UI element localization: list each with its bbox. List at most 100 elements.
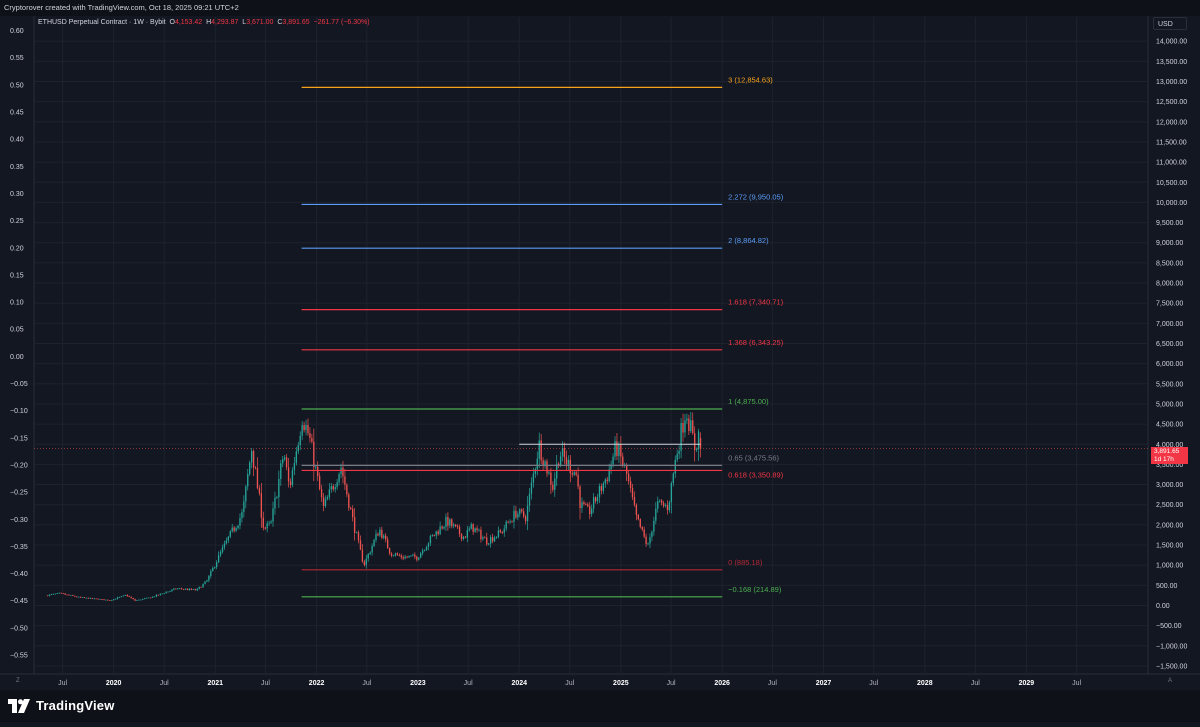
candle-body	[540, 440, 542, 461]
left-corner-label: Z	[16, 678, 20, 684]
candle-body	[655, 508, 657, 521]
candle-body	[659, 500, 661, 502]
candle-body	[85, 597, 88, 599]
candle-body	[142, 598, 144, 600]
candle-body	[48, 594, 51, 596]
candle-body	[592, 497, 595, 509]
candle-body	[524, 516, 527, 522]
candle-body	[410, 555, 412, 557]
candle-body	[682, 422, 684, 433]
candle-body	[285, 457, 288, 468]
candle-body	[147, 597, 150, 599]
candle-body	[338, 473, 340, 483]
candle-body	[556, 463, 558, 479]
fib-level-label: 1 (4,875.00)	[728, 397, 769, 406]
candle-body	[309, 433, 311, 439]
candle-body	[569, 459, 571, 474]
candle-body	[581, 502, 583, 509]
left-axis-tick-label: 0.45	[10, 110, 24, 117]
candle-body	[120, 596, 123, 597]
left-axis-tick-label: −0.15	[10, 435, 28, 442]
candle-body	[315, 466, 317, 468]
candle-body	[208, 575, 210, 581]
candle-body	[54, 593, 57, 595]
left-axis-strip[interactable]	[0, 16, 34, 676]
price-axis-tick-label: 11,500.00	[1156, 139, 1187, 146]
auto-scale-right-button[interactable]: A	[1168, 678, 1172, 684]
candle-body	[146, 597, 148, 599]
candle-body	[517, 514, 519, 518]
candle-body	[386, 539, 389, 549]
candle-body	[130, 596, 132, 599]
candle-body	[441, 526, 443, 529]
candle-body	[521, 509, 523, 512]
currency-selector[interactable]: USD	[1153, 17, 1187, 30]
candle-body	[352, 509, 354, 518]
price-axis-tick-label: 1,500.00	[1156, 543, 1183, 550]
candle-body	[649, 537, 651, 544]
candle-body	[480, 529, 482, 540]
candle-body	[254, 467, 257, 469]
candle-body	[165, 592, 167, 594]
candle-body	[542, 460, 544, 466]
candle-body	[270, 521, 272, 523]
candle-body	[76, 596, 78, 598]
left-axis-tick-label: 0.60	[10, 28, 24, 35]
candle-body	[519, 509, 521, 515]
time-axis-tick-label: 2029	[1019, 680, 1035, 687]
time-axis-tick-label: Jul	[362, 680, 371, 687]
candle-body	[499, 530, 502, 533]
candle-body	[72, 595, 74, 596]
candle-body	[466, 530, 469, 538]
time-axis-tick-label: Jul	[58, 680, 67, 687]
left-axis-tick-label: −0.45	[10, 598, 28, 605]
candle-body	[645, 536, 647, 545]
candle-body	[68, 594, 70, 596]
right-axis-strip[interactable]	[1148, 16, 1200, 676]
candle-body	[470, 524, 472, 529]
fib-level-label: 0.65 (3,475.56)	[728, 453, 779, 462]
candle-body	[50, 594, 53, 596]
price-axis-tick-label: 2,000.00	[1156, 522, 1183, 529]
time-axis-tick-label: Jul	[768, 680, 777, 687]
candle-body	[260, 493, 263, 518]
tradingview-logo[interactable]: TradingView	[8, 698, 115, 713]
candle-body	[468, 528, 470, 531]
candle-body	[668, 502, 671, 511]
candle-body	[70, 595, 72, 596]
candle-body	[406, 556, 408, 558]
candle-body	[256, 468, 259, 489]
candle-body	[128, 596, 130, 597]
left-axis-tick-label: −0.35	[10, 544, 28, 551]
candle-body	[585, 503, 587, 505]
price-axis-tick-label: 12,000.00	[1156, 119, 1187, 126]
candle-body	[664, 505, 667, 506]
symbol-legend[interactable]: ETHUSD Perpetual Contract · 1W · Bybit O…	[38, 19, 370, 26]
fib-level-label: 1.618 (7,340.71)	[728, 298, 784, 307]
candle-body	[348, 494, 350, 508]
candle-body	[163, 593, 165, 595]
candle-body	[425, 547, 428, 551]
candle-body	[433, 535, 435, 536]
candle-body	[266, 523, 268, 529]
candle-body	[686, 418, 688, 421]
candle-body	[643, 529, 645, 537]
attribution-text: Cryptorover created with TradingView.com…	[4, 3, 239, 12]
auto-scale-left-button[interactable]: Z	[16, 678, 20, 684]
candle-body	[369, 552, 371, 555]
candle-body	[56, 593, 58, 594]
candle-body	[526, 505, 529, 522]
symbol-name[interactable]: ETHUSD Perpetual Contract · 1W · Bybit	[38, 19, 166, 26]
candle-body	[488, 543, 490, 545]
candle-body	[550, 472, 552, 485]
candle-body	[303, 425, 305, 431]
candle-body	[212, 567, 214, 572]
high-value: 4,293.87	[211, 19, 239, 26]
candle-body	[596, 497, 599, 502]
time-axis-tick-label: 2021	[207, 680, 223, 687]
candle-body	[460, 533, 463, 539]
candle-body	[385, 535, 387, 540]
candle-body	[103, 599, 105, 600]
